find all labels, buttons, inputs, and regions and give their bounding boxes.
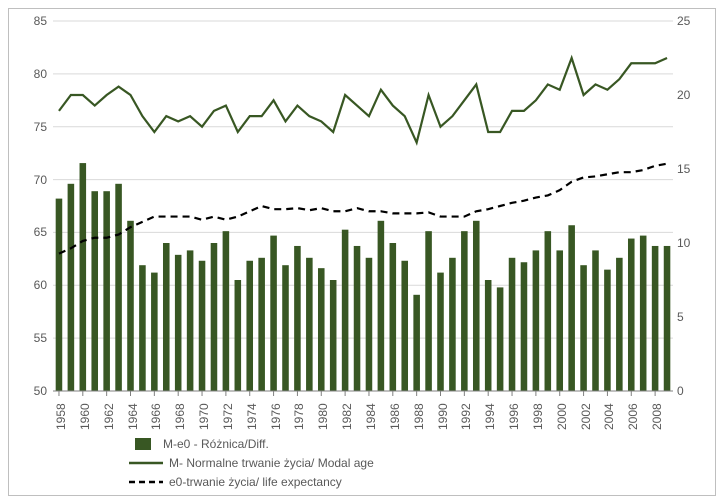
plot-area xyxy=(53,21,673,391)
x-tick-label: 1984 xyxy=(364,403,378,430)
x-tick-label: 1974 xyxy=(245,403,259,430)
x-tick-label: 2008 xyxy=(650,403,664,430)
y-right-tick-label: 10 xyxy=(677,236,707,250)
y-right-tick-label: 15 xyxy=(677,162,707,176)
x-tick-label: 1970 xyxy=(197,403,211,430)
x-tick-label: 1990 xyxy=(436,403,450,430)
x-tick-label: 1998 xyxy=(531,403,545,430)
x-tick-label: 1980 xyxy=(316,403,330,430)
legend-label-bars: M-e0 - Różnica/Diff. xyxy=(163,437,269,451)
x-tick-label: 1978 xyxy=(292,403,306,430)
plot-svg xyxy=(53,21,673,391)
y-right-tick-label: 0 xyxy=(677,384,707,398)
x-tick-label: 1968 xyxy=(173,403,187,430)
x-tick-label: 2002 xyxy=(579,403,593,430)
legend-swatch-modal-icon xyxy=(129,456,163,470)
y-right-tick-label: 20 xyxy=(677,88,707,102)
legend-row-bars: M-e0 - Różnica/Diff. xyxy=(129,435,599,453)
x-tick-label: 1986 xyxy=(388,403,402,430)
y-left-tick-label: 70 xyxy=(17,173,47,187)
y-left-tick-label: 80 xyxy=(17,67,47,81)
x-tick-label: 2004 xyxy=(602,403,616,430)
legend-row-life: e0-trwanie życia/ life expectancy xyxy=(129,473,599,491)
legend-row-modal: M- Normalne trwanie życia/ Modal age xyxy=(129,454,599,472)
chart-frame: 50 55 60 65 70 75 80 85 0 5 10 15 20 25 1958 1960 1962… xyxy=(8,8,716,496)
y-left-tick-label: 50 xyxy=(17,384,47,398)
x-tick-label: 1996 xyxy=(507,403,521,430)
x-tick-label: 1958 xyxy=(54,403,68,430)
legend-swatch-bars-icon xyxy=(129,437,157,451)
legend-label-modal: M- Normalne trwanie życia/ Modal age xyxy=(169,456,374,470)
x-tick-label: 1982 xyxy=(340,403,354,430)
legend-swatch-life-icon xyxy=(129,475,163,489)
x-tick-label: 1964 xyxy=(126,403,140,430)
y-left-tick-label: 65 xyxy=(17,225,47,239)
y-left-tick-label: 75 xyxy=(17,120,47,134)
x-tick-label: 1988 xyxy=(412,403,426,430)
x-tick-label: 1960 xyxy=(78,403,92,430)
y-right-tick-label: 25 xyxy=(677,14,707,28)
x-tick-label: 1992 xyxy=(459,403,473,430)
x-tick-label: 1972 xyxy=(221,403,235,430)
x-tick-label: 2006 xyxy=(626,403,640,430)
x-tick-label: 1976 xyxy=(269,403,283,430)
y-left-tick-label: 55 xyxy=(17,331,47,345)
x-tick-label: 1966 xyxy=(149,403,163,430)
y-left-tick-label: 60 xyxy=(17,278,47,292)
legend-label-life: e0-trwanie życia/ life expectancy xyxy=(169,475,342,489)
y-right-tick-label: 5 xyxy=(677,310,707,324)
x-tick-label: 1962 xyxy=(102,403,116,430)
y-left-tick-label: 85 xyxy=(17,14,47,28)
x-tick-label: 2000 xyxy=(555,403,569,430)
legend: M-e0 - Różnica/Diff. M- Normalne trwanie… xyxy=(129,435,599,491)
x-tick-label: 1994 xyxy=(483,403,497,430)
